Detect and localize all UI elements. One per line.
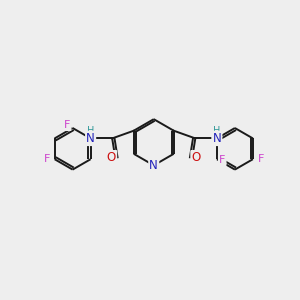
Text: N: N: [86, 132, 95, 145]
Text: H: H: [213, 127, 220, 136]
Text: F: F: [44, 154, 50, 164]
Text: H: H: [87, 127, 94, 136]
Text: O: O: [107, 151, 116, 164]
Text: F: F: [64, 120, 70, 130]
Text: F: F: [219, 155, 226, 165]
Text: N: N: [212, 132, 221, 145]
Text: F: F: [257, 154, 264, 164]
Text: O: O: [191, 151, 201, 164]
Text: N: N: [149, 159, 158, 172]
